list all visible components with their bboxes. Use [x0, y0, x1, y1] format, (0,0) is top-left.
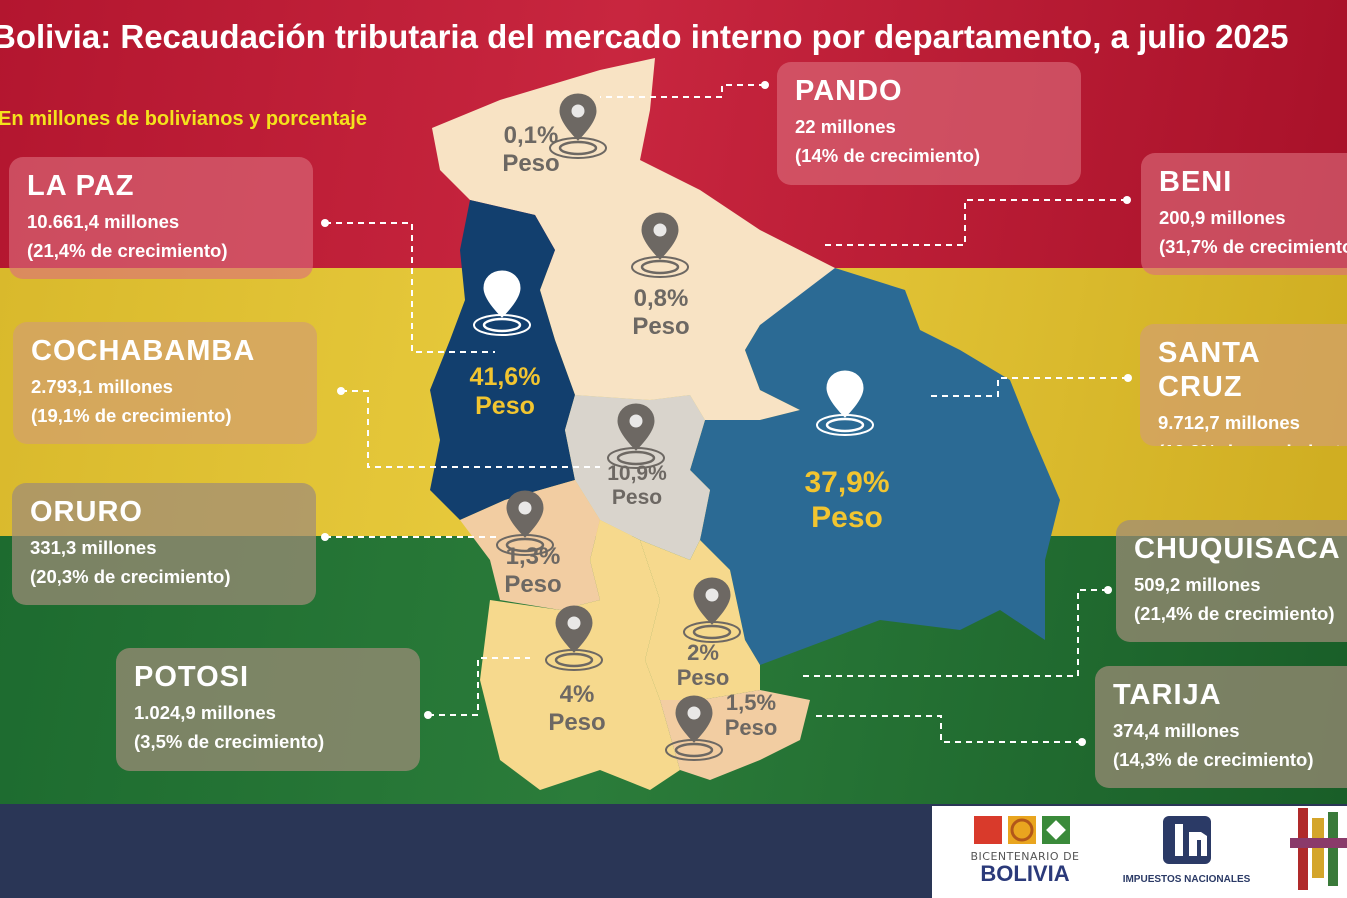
connector-dots [321, 81, 1132, 746]
dept-growth: (3,5% de crecimiento) [134, 731, 325, 752]
bicentenario-logo: BICENTENARIO DE BOLIVIA [970, 812, 1080, 885]
dept-growth: (21,4% de crecimiento) [1134, 603, 1335, 624]
dept-amount: 331,3 millones [30, 537, 157, 558]
dept-amount: 22 millones [795, 116, 896, 137]
info-box-la-paz: LA PAZ 10.661,4 millones (21,4% de creci… [9, 157, 313, 279]
dept-growth: (20,3% de crecimiento) [30, 566, 231, 587]
dept-amount: 200,9 millones [1159, 207, 1286, 228]
info-box-pando: PANDO 22 millones (14% de crecimiento) [777, 62, 1081, 185]
dept-name: TARIJA [1113, 679, 1222, 711]
emblem-pattern-icon [1290, 808, 1347, 890]
page-title: Bolivia: Recaudación tributaria del merc… [0, 18, 1289, 55]
info-box-oruro: ORURO 331,3 millones (20,3% de crecimien… [12, 483, 316, 605]
dept-amount: 9.712,7 millones [1158, 412, 1300, 433]
connector-lines [325, 84, 1128, 743]
dept-name: SANTA CRUZ [1158, 337, 1260, 403]
info-box-potosi: POTOSI 1.024,9 millones (3,5% de crecimi… [116, 648, 420, 771]
dept-name: CHUQUISACA [1134, 533, 1341, 565]
dept-name: PANDO [795, 75, 903, 107]
info-box-tarija: TARIJA 374,4 millones (14,3% de crecimie… [1095, 666, 1347, 788]
weight-tarija: 1,5% Peso [724, 690, 778, 741]
dept-growth: (19,2% de crecimiento) [1158, 437, 1347, 446]
info-box-santa-cruz: SANTA CRUZ 9.712,7 millones (19,2% de cr… [1140, 324, 1347, 446]
weight-potosi: 4% Peso [548, 681, 606, 736]
weight-pando: 0,1% Peso [502, 122, 560, 177]
impuestos-nacionales-logo: IMPUESTOS NACIONALES [1104, 814, 1269, 885]
weight-beni: 0,8% Peso [632, 285, 690, 340]
region-oruro[interactable] [460, 480, 600, 610]
dept-name: COCHABAMBA [31, 335, 256, 367]
bicentenario-emblem-icon [974, 816, 1070, 844]
dept-name: LA PAZ [27, 170, 135, 202]
impuestos-emblem-icon [1162, 816, 1211, 864]
weight-la-paz: 41,6% Peso [469, 363, 541, 420]
dept-growth: (14% de crecimiento) [795, 145, 981, 166]
info-box-beni: BENI 200,9 millones (31,7% de crecimient… [1141, 153, 1347, 275]
weight-chuquisaca: 2% Peso [676, 640, 730, 691]
dept-amount: 2.793,1 millones [31, 376, 173, 397]
dept-name: POTOSI [134, 661, 250, 693]
region-cochabamba[interactable] [565, 395, 710, 560]
weight-cochabamba: 10,9% Peso [607, 462, 667, 510]
dept-growth: (19,1% de crecimiento) [31, 405, 232, 426]
dept-growth: (21,4% de crecimiento) [27, 240, 228, 261]
region-santa-cruz[interactable] [690, 268, 1060, 665]
region-chuquisaca[interactable] [640, 540, 760, 700]
dept-name: BENI [1159, 166, 1233, 198]
weight-santa-cruz: 37,9% Peso [804, 466, 890, 534]
dept-amount: 10.661,4 millones [27, 211, 180, 232]
page-subtitle: En millones de bolivianos y porcentaje [0, 108, 367, 130]
dept-growth: (31,7% de crecimiento) [1159, 236, 1347, 257]
info-box-chuquisaca: CHUQUISACA 509,2 millones (21,4% de crec… [1116, 520, 1347, 642]
weight-oruro: 1,3% Peso [504, 543, 562, 598]
dept-amount: 509,2 millones [1134, 574, 1261, 595]
dept-amount: 1.024,9 millones [134, 702, 276, 723]
dept-name: ORURO [30, 496, 143, 528]
dept-growth: (14,3% de crecimiento) [1113, 749, 1314, 770]
dept-amount: 374,4 millones [1113, 720, 1240, 741]
region-la-paz[interactable] [430, 200, 575, 520]
info-box-cochabamba: COCHABAMBA 2.793,1 millones (19,1% de cr… [13, 322, 317, 444]
